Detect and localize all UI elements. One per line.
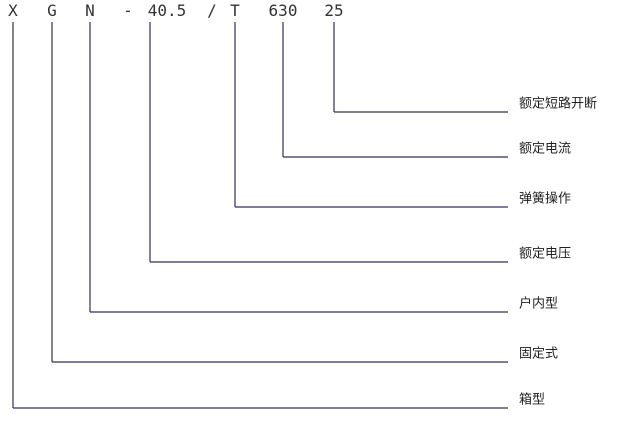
meaning-label: 箱型	[519, 392, 545, 408]
code-part: -	[123, 1, 133, 20]
code-part: X	[8, 1, 18, 20]
code-part: G	[47, 1, 57, 20]
meaning-label: 弹簧操作	[519, 191, 571, 207]
code-part: 40.5	[148, 1, 187, 20]
meaning-label: 额定短路开断	[519, 96, 597, 112]
code-part: N	[85, 1, 95, 20]
code-part: T	[230, 1, 240, 20]
meaning-label: 固定式	[519, 347, 558, 362]
code-part: 630	[269, 1, 298, 20]
meaning-label: 额定电流	[519, 142, 571, 157]
code-part: 25	[324, 1, 343, 20]
meaning-label: 户内型	[519, 296, 558, 312]
meaning-label: 额定电压	[519, 247, 571, 262]
code-part: /	[207, 1, 217, 20]
